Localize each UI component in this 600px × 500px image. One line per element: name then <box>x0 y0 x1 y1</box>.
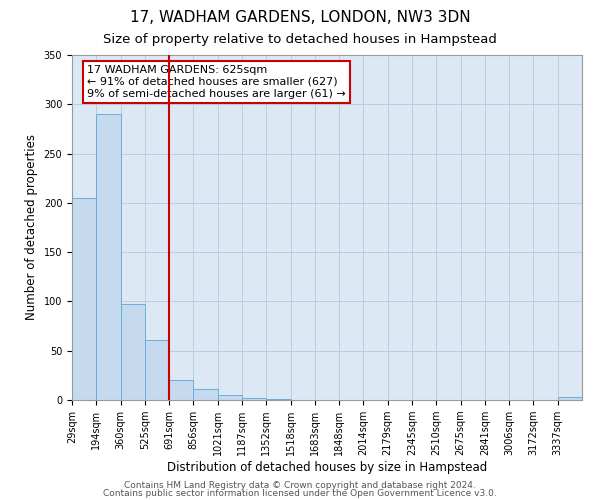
Y-axis label: Number of detached properties: Number of detached properties <box>25 134 38 320</box>
Bar <box>266 399 290 400</box>
Text: 17, WADHAM GARDENS, LONDON, NW3 3DN: 17, WADHAM GARDENS, LONDON, NW3 3DN <box>130 10 470 25</box>
Bar <box>121 304 145 400</box>
Text: 17 WADHAM GARDENS: 625sqm
← 91% of detached houses are smaller (627)
9% of semi-: 17 WADHAM GARDENS: 625sqm ← 91% of detac… <box>88 66 346 98</box>
Text: Contains HM Land Registry data © Crown copyright and database right 2024.: Contains HM Land Registry data © Crown c… <box>124 480 476 490</box>
Text: Contains public sector information licensed under the Open Government Licence v3: Contains public sector information licen… <box>103 489 497 498</box>
Bar <box>218 395 242 400</box>
X-axis label: Distribution of detached houses by size in Hampstead: Distribution of detached houses by size … <box>167 461 487 474</box>
Bar <box>145 340 169 400</box>
Bar <box>169 380 193 400</box>
Bar <box>193 389 218 400</box>
Bar <box>72 198 96 400</box>
Text: Size of property relative to detached houses in Hampstead: Size of property relative to detached ho… <box>103 32 497 46</box>
Bar <box>96 114 121 400</box>
Bar <box>558 397 582 400</box>
Bar <box>242 398 266 400</box>
